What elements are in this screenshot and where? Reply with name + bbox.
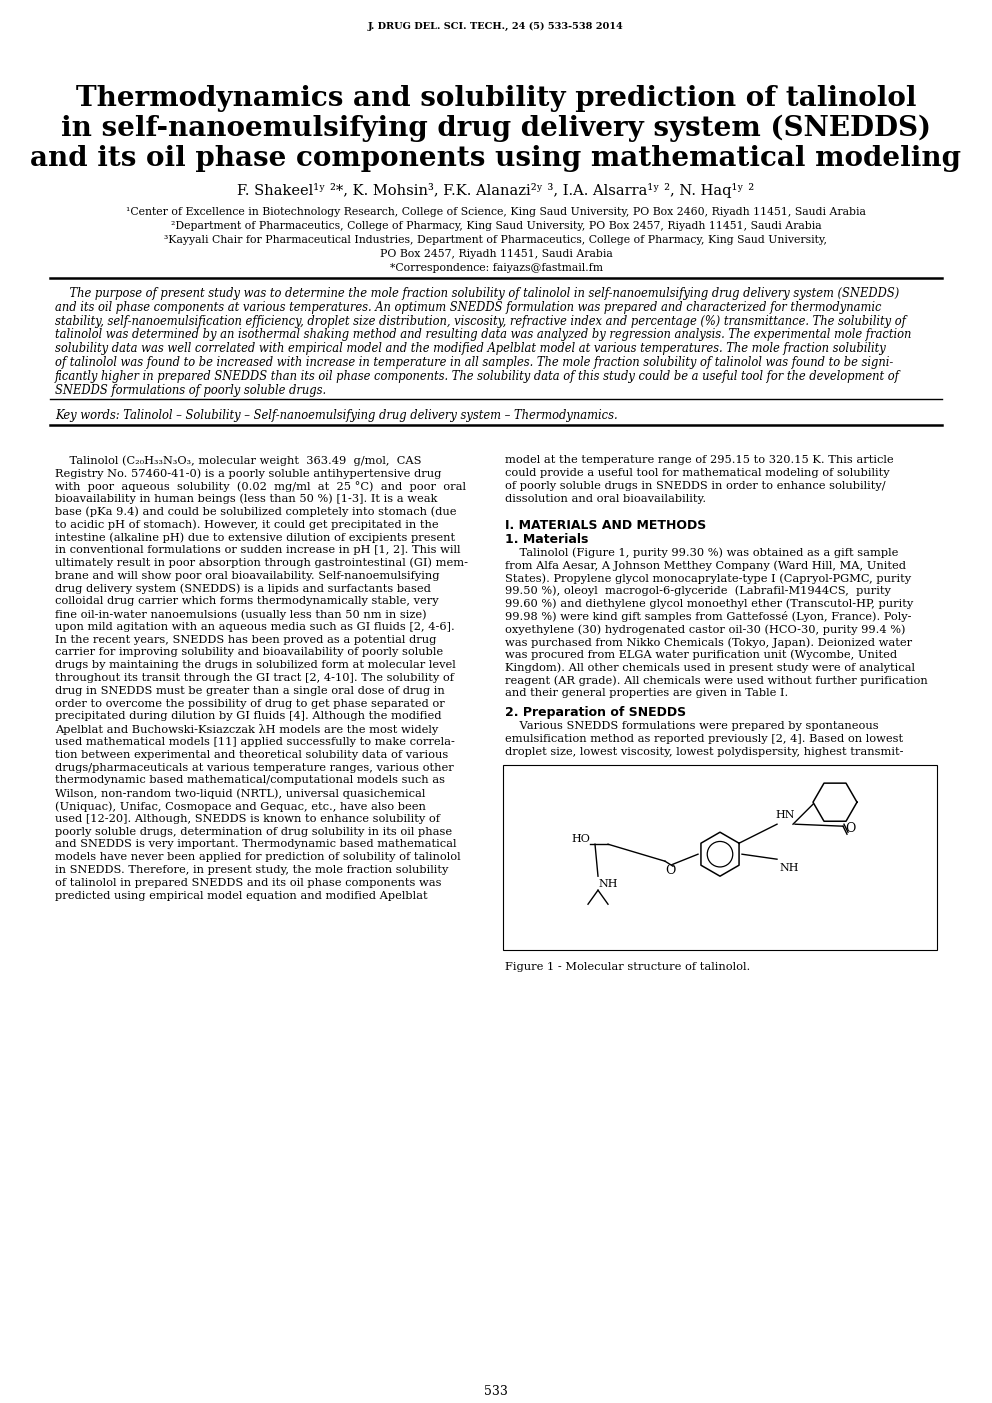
Text: drug delivery system (SNEDDS) is a lipids and surfactants based: drug delivery system (SNEDDS) is a lipid… <box>55 584 431 593</box>
Text: model at the temperature range of 295.15 to 320.15 K. This article: model at the temperature range of 295.15… <box>505 456 894 466</box>
Text: reagent (AR grade). All chemicals were used without further purification: reagent (AR grade). All chemicals were u… <box>505 675 928 686</box>
Text: with  poor  aqueous  solubility  (0.02  mg/ml  at  25 °C)  and  poor  oral: with poor aqueous solubility (0.02 mg/ml… <box>55 481 466 492</box>
Text: from Alfa Aesar, A Johnson Metthey Company (Ward Hill, MA, United: from Alfa Aesar, A Johnson Metthey Compa… <box>505 560 906 571</box>
Text: in conventional formulations or sudden increase in pH [1, 2]. This will: in conventional formulations or sudden i… <box>55 544 460 556</box>
Text: brane and will show poor oral bioavailability. Self-nanoemulsifying: brane and will show poor oral bioavailab… <box>55 571 439 581</box>
Text: and SNEDDS is very important. Thermodynamic based mathematical: and SNEDDS is very important. Thermodyna… <box>55 839 456 849</box>
Text: *Correspondence: faiyazs@fastmail.fm: *Correspondence: faiyazs@fastmail.fm <box>390 262 602 274</box>
Text: ²Department of Pharmaceutics, College of Pharmacy, King Saud University, PO Box : ²Department of Pharmaceutics, College of… <box>171 222 821 231</box>
Text: ultimately result in poor absorption through gastrointestinal (GI) mem-: ultimately result in poor absorption thr… <box>55 558 468 568</box>
Text: upon mild agitation with an aqueous media such as GI fluids [2, 4-6].: upon mild agitation with an aqueous medi… <box>55 622 454 631</box>
Text: drug in SNEDDS must be greater than a single oral dose of drug in: drug in SNEDDS must be greater than a si… <box>55 686 444 696</box>
Text: drugs by maintaining the drugs in solubilized form at molecular level: drugs by maintaining the drugs in solubi… <box>55 661 455 671</box>
Text: 99.98 %) were kind gift samples from Gattefossé (Lyon, France). Poly-: 99.98 %) were kind gift samples from Gat… <box>505 612 912 623</box>
Text: colloidal drug carrier which forms thermodynamically stable, very: colloidal drug carrier which forms therm… <box>55 596 438 606</box>
Text: ¹Center of Excellence in Biotechnology Research, College of Science, King Saud U: ¹Center of Excellence in Biotechnology R… <box>126 208 866 217</box>
Text: In the recent years, SNEDDS has been proved as a potential drug: In the recent years, SNEDDS has been pro… <box>55 634 436 644</box>
Text: emulsification method as reported previously [2, 4]. Based on lowest: emulsification method as reported previo… <box>505 734 903 744</box>
Text: carrier for improving solubility and bioavailability of poorly soluble: carrier for improving solubility and bio… <box>55 647 443 658</box>
Text: ficantly higher in prepared SNEDDS than its oil phase components. The solubility: ficantly higher in prepared SNEDDS than … <box>55 370 900 383</box>
Text: and its oil phase components using mathematical modeling: and its oil phase components using mathe… <box>31 145 961 173</box>
Text: oxyethylene (30) hydrogenated castor oil-30 (HCO-30, purity 99.4 %): oxyethylene (30) hydrogenated castor oil… <box>505 624 906 634</box>
Text: could provide a useful tool for mathematical modeling of solubility: could provide a useful tool for mathemat… <box>505 469 890 478</box>
Text: 2. Preparation of SNEDDS: 2. Preparation of SNEDDS <box>505 706 686 718</box>
Text: solubility data was well correlated with empirical model and the modified Apelbl: solubility data was well correlated with… <box>55 342 886 355</box>
Text: J. DRUG DEL. SCI. TECH., 24 (5) 533-538 2014: J. DRUG DEL. SCI. TECH., 24 (5) 533-538 … <box>368 22 624 31</box>
Text: 99.60 %) and diethylene glycol monoethyl ether (Transcutol-HP, purity: 99.60 %) and diethylene glycol monoethyl… <box>505 599 914 609</box>
Text: order to overcome the possibility of drug to get phase separated or: order to overcome the possibility of dru… <box>55 699 444 709</box>
Text: talinolol was determined by an isothermal shaking method and resulting data was : talinolol was determined by an isotherma… <box>55 328 912 341</box>
Text: of talinolol was found to be increased with increase in temperature in all sampl: of talinolol was found to be increased w… <box>55 356 893 369</box>
Text: tion between experimental and theoretical solubility data of various: tion between experimental and theoretica… <box>55 749 448 760</box>
Text: Kingdom). All other chemicals used in present study were of analytical: Kingdom). All other chemicals used in pr… <box>505 662 915 673</box>
Text: throughout its transit through the GI tract [2, 4-10]. The solubility of: throughout its transit through the GI tr… <box>55 673 454 683</box>
Text: ³Kayyali Chair for Pharmaceutical Industries, Department of Pharmaceutics, Colle: ³Kayyali Chair for Pharmaceutical Indust… <box>165 234 827 246</box>
Text: The purpose of present study was to determine the mole fraction solubility of ta: The purpose of present study was to dete… <box>55 288 900 300</box>
Text: States). Propylene glycol monocaprylate-type I (Capryol-PGMC, purity: States). Propylene glycol monocaprylate-… <box>505 572 911 584</box>
Text: 533: 533 <box>484 1385 508 1397</box>
Text: Various SNEDDS formulations were prepared by spontaneous: Various SNEDDS formulations were prepare… <box>505 721 879 731</box>
Text: HO: HO <box>571 835 590 845</box>
Text: dissolution and oral bioavailability.: dissolution and oral bioavailability. <box>505 494 706 504</box>
Text: and their general properties are given in Table I.: and their general properties are given i… <box>505 689 789 699</box>
Text: fine oil-in-water nanoemulsions (usually less than 50 nm in size): fine oil-in-water nanoemulsions (usually… <box>55 609 427 620</box>
Text: precipitated during dilution by GI fluids [4]. Although the modified: precipitated during dilution by GI fluid… <box>55 711 441 721</box>
Text: O: O <box>665 864 676 877</box>
Text: intestine (alkaline pH) due to extensive dilution of excipients present: intestine (alkaline pH) due to extensive… <box>55 532 455 543</box>
Text: F. Shakeel¹ʸ ²*, K. Mohsin³, F.K. Alanazi²ʸ ³, I.A. Alsarra¹ʸ ², N. Haq¹ʸ ²: F. Shakeel¹ʸ ²*, K. Mohsin³, F.K. Alanaz… <box>237 182 755 198</box>
Text: Registry No. 57460-41-0) is a poorly soluble antihypertensive drug: Registry No. 57460-41-0) is a poorly sol… <box>55 469 441 478</box>
Text: drugs/pharmaceuticals at various temperature ranges, various other: drugs/pharmaceuticals at various tempera… <box>55 763 453 773</box>
Text: bioavailability in human beings (less than 50 %) [1-3]. It is a weak: bioavailability in human beings (less th… <box>55 494 437 504</box>
Text: (Uniquac), Unifac, Cosmopace and Gequac, etc., have also been: (Uniquac), Unifac, Cosmopace and Gequac,… <box>55 801 426 811</box>
Text: Wilson, non-random two-liquid (NRTL), universal quasichemical: Wilson, non-random two-liquid (NRTL), un… <box>55 788 426 798</box>
Text: 99.50 %), oleoyl  macrogol-6-glyceride  (Labrafil-M1944CS,  purity: 99.50 %), oleoyl macrogol-6-glyceride (L… <box>505 586 891 596</box>
Text: NH: NH <box>779 863 799 873</box>
Text: NH: NH <box>598 880 617 890</box>
Text: Thermodynamics and solubility prediction of talinolol: Thermodynamics and solubility prediction… <box>75 86 917 112</box>
Text: and its oil phase components at various temperatures. An optimum SNEDDS formulat: and its oil phase components at various … <box>55 300 882 314</box>
Text: used [12-20]. Although, SNEDDS is known to enhance solubility of: used [12-20]. Although, SNEDDS is known … <box>55 814 440 824</box>
Text: stability, self-nanoemulsification efficiency, droplet size distribution, viscos: stability, self-nanoemulsification effic… <box>55 314 906 327</box>
Text: Key words: Talinolol – Solubility – Self-nanoemulsifying drug delivery system – : Key words: Talinolol – Solubility – Self… <box>55 410 618 422</box>
Text: base (pKa 9.4) and could be solubilized completely into stomach (due: base (pKa 9.4) and could be solubilized … <box>55 506 456 518</box>
Text: of talinolol in prepared SNEDDS and its oil phase components was: of talinolol in prepared SNEDDS and its … <box>55 878 441 888</box>
Text: droplet size, lowest viscosity, lowest polydispersity, highest transmit-: droplet size, lowest viscosity, lowest p… <box>505 746 904 756</box>
Text: predicted using empirical model equation and modified Apelblat: predicted using empirical model equation… <box>55 891 428 901</box>
Text: was procured from ELGA water purification unit (Wycombe, United: was procured from ELGA water purificatio… <box>505 650 897 661</box>
Text: models have never been applied for prediction of solubility of talinolol: models have never been applied for predi… <box>55 852 460 863</box>
Text: Figure 1 - Molecular structure of talinolol.: Figure 1 - Molecular structure of talino… <box>505 962 750 972</box>
Text: thermodynamic based mathematical/computational models such as: thermodynamic based mathematical/computa… <box>55 776 445 786</box>
Text: Apelblat and Buchowski-Ksiazczak λH models are the most widely: Apelblat and Buchowski-Ksiazczak λH mode… <box>55 724 438 735</box>
Text: was purchased from Nikko Chemicals (Tokyo, Japan). Deionized water: was purchased from Nikko Chemicals (Toky… <box>505 637 912 648</box>
Text: HN: HN <box>775 810 795 821</box>
Text: used mathematical models [11] applied successfully to make correla-: used mathematical models [11] applied su… <box>55 737 455 746</box>
Text: poorly soluble drugs, determination of drug solubility in its oil phase: poorly soluble drugs, determination of d… <box>55 826 452 836</box>
Text: I. MATERIALS AND METHODS: I. MATERIALS AND METHODS <box>505 519 706 532</box>
Text: O: O <box>845 822 855 835</box>
Text: SNEDDS formulations of poorly soluble drugs.: SNEDDS formulations of poorly soluble dr… <box>55 383 326 397</box>
Text: in SNEDDS. Therefore, in present study, the mole fraction solubility: in SNEDDS. Therefore, in present study, … <box>55 866 448 875</box>
Text: PO Box 2457, Riyadh 11451, Saudi Arabia: PO Box 2457, Riyadh 11451, Saudi Arabia <box>380 248 612 260</box>
Text: to acidic pH of stomach). However, it could get precipitated in the: to acidic pH of stomach). However, it co… <box>55 519 438 530</box>
Bar <box>503 766 937 950</box>
Text: 1. Materials: 1. Materials <box>505 533 588 546</box>
Text: of poorly soluble drugs in SNEDDS in order to enhance solubility/: of poorly soluble drugs in SNEDDS in ord… <box>505 481 886 491</box>
Text: Talinolol (Figure 1, purity 99.30 %) was obtained as a gift sample: Talinolol (Figure 1, purity 99.30 %) was… <box>505 547 899 558</box>
Text: in self-nanoemulsifying drug delivery system (SNEDDS): in self-nanoemulsifying drug delivery sy… <box>61 115 931 142</box>
Text: Talinolol (C₂₀H₃₃N₃O₃, molecular weight  363.49  g/mol,  CAS: Talinolol (C₂₀H₃₃N₃O₃, molecular weight … <box>55 456 422 466</box>
